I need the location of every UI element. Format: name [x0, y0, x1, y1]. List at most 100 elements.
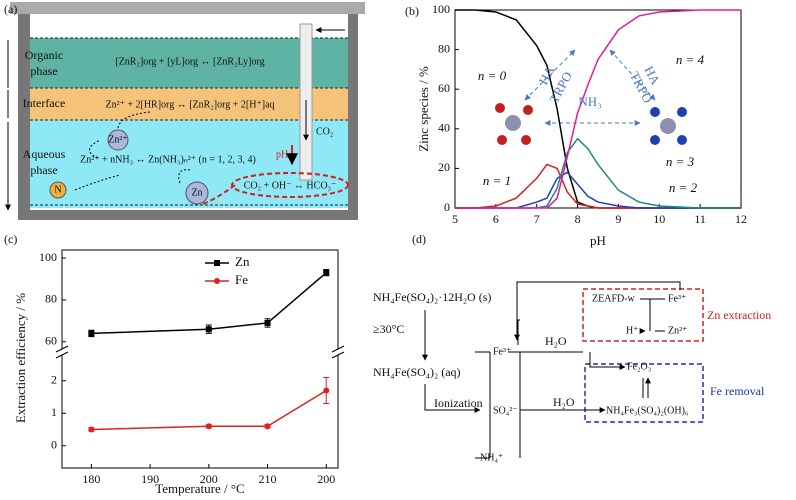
x-tick-label: 5	[452, 212, 458, 226]
panel-label: (a)	[4, 2, 17, 16]
ion	[107, 129, 129, 151]
annotation: n = 3	[666, 154, 695, 169]
x-tick-label: 7	[534, 212, 540, 226]
molecule	[523, 105, 533, 115]
panel-d	[422, 281, 704, 459]
x-tick-label: 200	[317, 472, 335, 486]
box-label: Fe removal	[710, 384, 765, 398]
ion: Fe³⁺	[668, 293, 686, 304]
equation: [ZnR₂]org + [yL]org ↔ [ZnR₂Ly]org	[115, 56, 264, 67]
ion: SO₄²⁻	[493, 405, 518, 416]
box-label: Zn extraction	[707, 308, 771, 322]
arrow	[589, 352, 626, 370]
panel-a: (a) Organic phase Interface Aqueous phas…	[4, 2, 365, 220]
legend-label: Zn	[235, 254, 250, 269]
axis-break	[335, 349, 341, 355]
molecule	[677, 135, 687, 145]
x-tick-label: 190	[141, 472, 159, 486]
series-line	[455, 9, 741, 209]
arrow	[514, 281, 681, 341]
arrow	[424, 384, 481, 413]
plot-frame	[61, 249, 339, 469]
y-tick-label: 0	[51, 438, 57, 452]
y-tick-label: 100	[432, 2, 450, 16]
reagent: H₂O	[545, 334, 567, 348]
arrow	[524, 49, 576, 101]
carbonate-loop	[231, 172, 349, 198]
annotation: n = 0	[478, 68, 507, 83]
x-tick-label: 180	[82, 472, 100, 486]
organic-phase	[30, 38, 348, 88]
y-tick-label: 80	[45, 292, 57, 306]
equation: Zn²⁺ + nNH₃ ↔ Zn(NH₃)ₙ²⁺ (n = 1, 2, 3, 4…	[80, 154, 256, 165]
y-tick-label: 40	[438, 121, 450, 135]
ion: Zn²⁺	[668, 325, 687, 336]
y-tick-label: 1	[51, 405, 57, 419]
x-tick-label: 210	[259, 472, 277, 486]
ion: Fe³⁺	[493, 346, 511, 357]
equation: Zn²⁺ + 2[HR]org ↔ [ZnR₂]org + 2[H⁺]aq	[105, 99, 274, 110]
molecule	[521, 135, 531, 145]
interface-layer	[30, 88, 348, 120]
y-tick-label: 80	[438, 41, 450, 55]
arrow	[640, 298, 665, 331]
phase-label: Organic	[25, 48, 63, 62]
arrow	[643, 378, 648, 398]
marker	[264, 319, 271, 326]
chem: NH₄Fe(SO₄)₂ (aq)	[373, 365, 461, 379]
x-tick-label: 12	[735, 212, 747, 226]
series-line	[91, 272, 327, 335]
y-tick-label: 60	[438, 81, 450, 95]
complex	[49, 181, 67, 199]
x-axis-label: Temperature / °C	[155, 481, 244, 496]
lid	[10, 2, 365, 14]
atom-label: N	[54, 184, 61, 195]
molecule	[660, 118, 676, 134]
carbonate-loop	[199, 184, 236, 206]
extractant: ZEAFD-w	[592, 293, 636, 304]
ph-label: pH	[276, 149, 288, 160]
path-arrow	[74, 111, 191, 191]
atom-label: Zn	[191, 187, 202, 198]
marker	[323, 387, 330, 394]
series-line	[91, 389, 327, 431]
arrow	[609, 49, 656, 101]
phase-label: Aqueous	[23, 147, 66, 161]
legend-label: Fe	[235, 272, 248, 287]
gas-label: CO₂	[316, 126, 333, 137]
bracket	[475, 351, 521, 459]
y-tick-label: 100	[39, 250, 57, 264]
y-tick-label: 2	[51, 373, 57, 387]
x-tick-label: 6	[493, 212, 499, 226]
y-tick-label: 20	[438, 160, 450, 174]
molecule	[650, 107, 660, 117]
y-tick-label: 0	[444, 200, 450, 214]
molecule	[497, 135, 507, 145]
product: NH₄Fe₃(SO₄)₂(OH)₆	[606, 405, 689, 416]
atom	[185, 181, 209, 205]
axis-break	[55, 345, 69, 359]
panel-label: (d)	[412, 232, 426, 246]
axis-break	[331, 345, 345, 359]
legend-marker	[214, 278, 220, 284]
condition: ≥30°C	[373, 322, 404, 336]
marker	[88, 330, 95, 337]
molecule	[650, 135, 660, 145]
panel-label: (b)	[405, 4, 419, 18]
annotation: n = 1	[483, 173, 511, 188]
y-axis-label: Extraction efficiency / %	[13, 293, 28, 423]
marker	[205, 423, 212, 430]
panel-label: (c)	[4, 232, 17, 246]
step: Ionization	[434, 396, 483, 410]
annotation: NH₃	[578, 94, 601, 109]
legend-marker	[214, 260, 220, 266]
x-tick-label: 9	[615, 212, 621, 226]
molecule	[677, 107, 687, 117]
phase-label: phase	[30, 64, 57, 78]
x-tick-label: 10	[653, 212, 665, 226]
x-tick-label: 8	[575, 212, 581, 226]
zn-box	[582, 288, 704, 342]
fe-box	[584, 363, 704, 423]
ion: H⁺	[626, 325, 639, 336]
